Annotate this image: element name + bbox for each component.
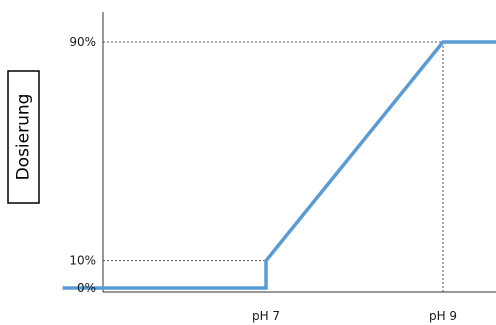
dosing-series-line — [62, 40, 496, 290]
y-tick-label-10: 10% — [69, 254, 96, 268]
y-tick-labels: 0% 10% 90% — [69, 35, 96, 295]
x-tick-labels: pH 7 pH 9 — [252, 309, 457, 323]
y-tick-label-0: 0% — [77, 281, 96, 295]
y-tick-label-90: 90% — [69, 35, 96, 49]
x-tick-label-9: pH 9 — [429, 309, 457, 323]
y-axis-label: Dosierung — [14, 94, 34, 181]
x-tick-label-7: pH 7 — [252, 309, 280, 323]
series-layer — [62, 40, 496, 290]
reference-lines — [103, 41, 444, 292]
y-axis-label-box: Dosierung — [7, 70, 40, 204]
y-axis-label-frame — [7, 70, 40, 204]
